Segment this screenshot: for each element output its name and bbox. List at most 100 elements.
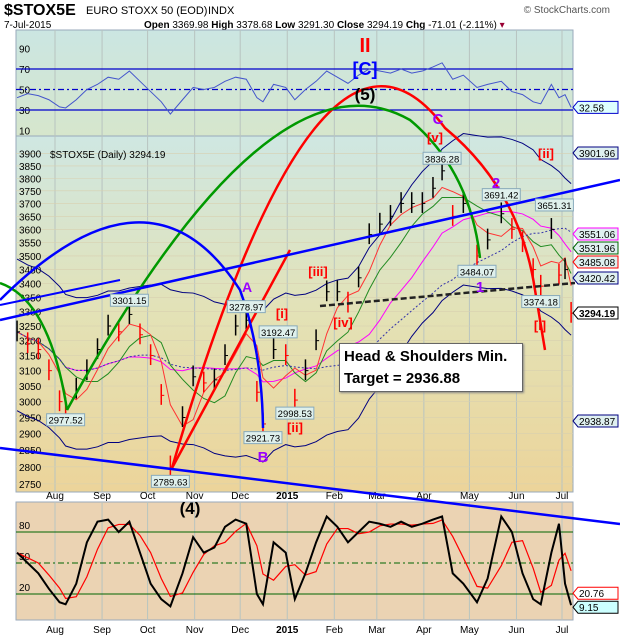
price-tick-label: 2900: [19, 430, 42, 441]
rsi-tick-label: 10: [19, 127, 31, 138]
pivot-label-box: [46, 413, 86, 427]
x-tick-label: Nov: [186, 625, 204, 636]
price-tick-label: 3050: [19, 382, 42, 393]
high-label: High: [211, 20, 234, 31]
pivot-label-box: [243, 431, 283, 445]
pivot-label: 3278.97: [229, 303, 263, 314]
rsi-last-tag: 32.58: [579, 103, 604, 114]
price-tag: 3901.96: [579, 149, 616, 160]
price-tag: 3551.06: [579, 230, 616, 241]
ma-long: [16, 227, 572, 371]
price-tick-label: 3100: [19, 367, 42, 378]
x-tick-label: Jul: [556, 491, 569, 502]
price-panel-title: $STOX5E (Daily) 3294.19: [50, 150, 166, 161]
chg-label: Chg: [405, 20, 426, 31]
wave-label: [ii]: [538, 146, 554, 161]
stoch-last-tag: 9.15: [579, 603, 599, 614]
pivot-label-box: [457, 264, 497, 278]
price-tag-box: [572, 146, 619, 160]
blue-arc: [0, 221, 265, 429]
x-tick-label: May: [460, 625, 479, 636]
price-tick-label: 3850: [19, 162, 42, 173]
red-arc: [170, 85, 547, 469]
x-tick-label: Dec: [231, 625, 249, 636]
price-tag: 3294.19: [579, 309, 616, 320]
x-tick-label: Apr: [416, 625, 432, 636]
watermark: © StockCharts.com: [523, 5, 610, 16]
rsi-tick-label: 70: [19, 65, 31, 76]
close-value: 3294.19: [366, 20, 404, 31]
price-tick-label: 3500: [19, 252, 42, 263]
x-tick-label: Mar: [368, 491, 386, 502]
symbol: $STOX5E: [4, 2, 76, 19]
price-tick-label: 3400: [19, 279, 42, 290]
price-tick-label: 3900: [19, 150, 42, 161]
lower-band: [16, 284, 572, 463]
high-value: 3378.68: [236, 20, 273, 31]
blue-trendline-upper: [0, 178, 620, 322]
pivot-label: 2977.52: [48, 416, 82, 427]
wave-label: (4): [180, 499, 201, 518]
x-tick-label: Jul: [556, 625, 569, 636]
price-tick-label: 3700: [19, 199, 42, 210]
pivot-label: 3484.07: [460, 267, 494, 278]
x-tick-label: 2015: [276, 625, 299, 636]
wave-label: 1: [476, 279, 484, 296]
index-name: EURO STOXX 50 (EOD): [86, 5, 208, 17]
price-tick-label: 3650: [19, 212, 42, 223]
hs-target-box: Head & Shoulders Min. Target = 2936.88: [339, 343, 523, 392]
rsi-last-tag-box: [572, 100, 619, 114]
pivot-label: 2789.63: [153, 477, 187, 488]
x-tick-label: Dec: [231, 491, 249, 502]
stoch-signal-tag: 20.76: [579, 589, 604, 600]
x-tick-label: Jun: [508, 625, 524, 636]
rsi-tick-label: 50: [19, 86, 31, 97]
open-label: Open: [144, 20, 170, 31]
pivot-label: 3836.28: [425, 154, 459, 165]
open-value: 3369.98: [172, 20, 209, 31]
x-tick-label: Oct: [140, 491, 156, 502]
pivot-label-box: [422, 151, 462, 165]
price-tick-label: 3000: [19, 398, 42, 409]
pivot-label-box: [258, 325, 298, 339]
wave-label: C: [433, 111, 444, 128]
x-tick-label: Nov: [186, 491, 204, 502]
pivot-label: 3192.47: [261, 328, 295, 339]
pivot-label-box: [150, 474, 190, 488]
wave-label: II: [359, 35, 370, 57]
date: 7-Jul-2015: [4, 20, 52, 31]
stoch-signal-line: [16, 519, 572, 600]
low-label: Low: [275, 20, 296, 31]
x-tick-label: Jun: [508, 491, 524, 502]
x-tick-label: Feb: [326, 491, 344, 502]
price-tick-label: 2750: [19, 480, 42, 491]
stoch-line: [16, 514, 573, 609]
x-tick-label: Aug: [46, 491, 64, 502]
pivot-label-box: [226, 300, 266, 314]
price-tag-box: [572, 227, 619, 241]
x-tick-label: May: [460, 491, 479, 502]
rsi-tick-label: 90: [19, 45, 31, 56]
price-tick-label: 2950: [19, 414, 42, 425]
chg-value: -71.01 (-2.11%): [428, 20, 497, 31]
green-arc: [65, 104, 482, 411]
x-tick-label: Sep: [93, 625, 111, 636]
price-tag-box: [572, 271, 619, 285]
hs-line2: Target = 2936.88: [344, 370, 461, 387]
stoch-signal-tag-box: [572, 586, 619, 600]
x-tick-label: Apr: [416, 491, 432, 502]
price-panel: [15, 135, 574, 493]
down-arrow-icon: ▾: [499, 20, 505, 31]
stoch-tick-label: 50: [19, 552, 31, 563]
red-trendline: [170, 249, 292, 469]
price-tick-label: 3150: [19, 352, 42, 363]
pivot-label-box: [109, 293, 149, 307]
pivot-label: 3691.42: [484, 191, 518, 202]
blue-trendline-left: [0, 279, 121, 306]
low-value: 3291.30: [298, 20, 335, 31]
x-tick-label: Sep: [93, 491, 111, 502]
rsi-panel: [15, 29, 574, 137]
ma-green: [16, 197, 572, 404]
pivot-label: 3301.15: [112, 296, 146, 307]
